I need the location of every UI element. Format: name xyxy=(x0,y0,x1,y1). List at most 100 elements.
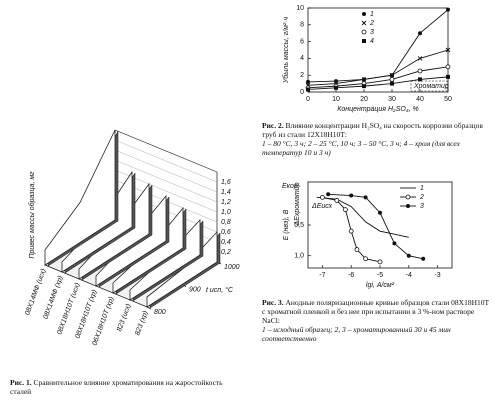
marker xyxy=(377,259,383,265)
ribbon xyxy=(44,129,116,266)
caption-text: Анодные поляризационные кривые образцов … xyxy=(262,298,490,325)
z-tick-label: 1,0 xyxy=(221,209,231,216)
caption-text: Сравнительное влияние хроматирования на … xyxy=(10,378,223,396)
ribbon xyxy=(61,170,133,273)
series-line xyxy=(307,9,449,83)
grid-line xyxy=(114,159,218,203)
annotation: Eкор xyxy=(282,183,298,190)
caption-label: Рис. 2. xyxy=(262,121,284,130)
series-line xyxy=(307,76,449,90)
legend-label: 2 xyxy=(369,20,374,27)
marker xyxy=(334,85,338,90)
marker xyxy=(334,198,340,203)
annotation-box xyxy=(410,80,448,92)
y-tick-label: 2 xyxy=(300,72,304,79)
legend-label: 2 xyxy=(419,194,424,201)
x-tick-label: 40 xyxy=(416,96,424,103)
x-axis-label: lgi, А/см² xyxy=(366,282,395,289)
marker xyxy=(349,193,354,198)
legend-label: 3 xyxy=(370,29,374,36)
x-tick-label: 10 xyxy=(332,96,340,103)
caption-label: Рис. 3. xyxy=(262,298,284,307)
x-tick-label: 20 xyxy=(360,96,368,103)
marker xyxy=(417,68,423,74)
marker xyxy=(306,79,310,84)
marker xyxy=(406,253,411,258)
marker xyxy=(446,74,450,79)
marker xyxy=(417,56,423,61)
caption-note: 1 – 80 °С, 3 ч; 2 – 25 °С, 10 ч; 3 – 50 … xyxy=(262,139,460,157)
z-tick-label: 1,6 xyxy=(221,179,231,186)
marker xyxy=(343,207,348,213)
legend-marker xyxy=(405,194,411,200)
x-tick xyxy=(146,306,152,310)
x-axis-label: t исп, °C xyxy=(206,286,234,294)
marker xyxy=(445,64,451,70)
grid-line xyxy=(114,139,218,183)
marker xyxy=(390,81,394,86)
marker xyxy=(392,241,397,246)
marker xyxy=(378,210,382,215)
y-tick-label: 6 xyxy=(300,38,304,45)
legend-label: 1 xyxy=(370,11,374,18)
caption-3: Рис. 3. Анодные поляризационные кривые о… xyxy=(262,298,490,343)
legend-marker xyxy=(362,39,366,43)
marker xyxy=(362,84,366,89)
marker xyxy=(306,87,310,92)
caption-label: Рис. 1. xyxy=(10,378,32,387)
y-tick-label: 10 xyxy=(296,5,304,12)
category-label: 823 (хр) xyxy=(134,310,149,337)
y-axis-label: Убыль массы, г/м²·ч xyxy=(282,16,290,84)
category-label: 08Х14МФ (хр) xyxy=(42,275,64,320)
marker xyxy=(326,192,331,197)
marker xyxy=(389,77,395,82)
z-tick-label: 0,8 xyxy=(221,219,231,226)
series-line xyxy=(328,193,424,260)
y-tick-label: 0,5 xyxy=(294,222,304,229)
x-tick-label: 0 xyxy=(306,96,310,103)
z-tick-label: 0,6 xyxy=(221,229,231,236)
marker xyxy=(418,77,422,82)
y-tick-label: 4 xyxy=(300,55,304,62)
x-tick-label: 800 xyxy=(154,309,166,316)
y-tick-label: 1,0 xyxy=(294,253,304,260)
marker xyxy=(361,77,367,82)
y-axis-label: E (нвэ), В xyxy=(283,209,290,240)
z-axis-top xyxy=(114,129,218,173)
x-tick-label: -3 xyxy=(434,272,440,279)
plot-frame xyxy=(307,7,449,93)
annotation: ΔEисх xyxy=(311,203,333,210)
marker xyxy=(389,72,395,78)
annotation: Хроматир xyxy=(413,83,449,90)
marker xyxy=(319,194,325,200)
category-label: 08Х14МФ (исх) xyxy=(24,268,47,316)
x-axis-label: Концентрация H₂SO₄, % xyxy=(337,106,419,113)
z-tick-label: 1,2 xyxy=(221,199,231,206)
legend-marker xyxy=(362,12,366,16)
z-axis-label: Привес массы образца, мг xyxy=(28,171,36,259)
marker xyxy=(363,256,369,262)
legend-label: 4 xyxy=(370,38,374,45)
legend-marker xyxy=(361,29,367,35)
marker xyxy=(445,47,451,53)
y-tick-label: 0 xyxy=(300,89,304,96)
x-tick-label: 900 xyxy=(189,286,201,293)
annotation: ΔEхроматир xyxy=(294,182,301,226)
caption-note: 1 – исходный образец; 2, 3 – хроматирова… xyxy=(262,325,451,343)
x-tick-label: 50 xyxy=(444,96,452,103)
grid-line xyxy=(114,149,218,193)
series-line xyxy=(307,66,449,89)
marker xyxy=(446,7,450,12)
category-label: 06Х18Н10Т (хр) xyxy=(91,296,115,347)
marker xyxy=(418,31,422,36)
caption-1: Рис. 1. Сравнительное влияние хроматиров… xyxy=(10,378,242,396)
x-tick-label: -6 xyxy=(348,272,354,279)
legend-marker xyxy=(361,20,367,26)
legend-label: 3 xyxy=(420,203,424,210)
z-tick-label: 0,2 xyxy=(221,249,231,256)
marker xyxy=(421,256,426,261)
z-tick-label: 0,4 xyxy=(221,239,231,246)
x-tick-label: -5 xyxy=(377,272,383,279)
